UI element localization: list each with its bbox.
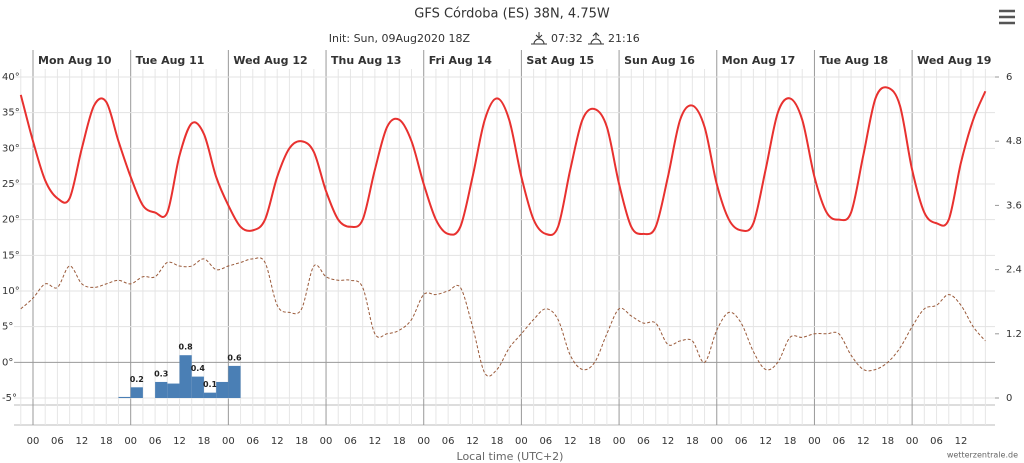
precip-bar <box>130 387 143 398</box>
y-tick-label: 10° <box>2 286 20 297</box>
x-tick-label: 12 <box>662 436 675 447</box>
precip-bar <box>167 383 180 398</box>
precip-bar <box>228 365 241 398</box>
x-tick-label: 06 <box>51 436 64 447</box>
x-tick-label: 18 <box>491 436 504 447</box>
chart-subtitle: Init: Sun, 09Aug2020 18Z <box>329 32 471 45</box>
y-tick-label: 15° <box>2 250 20 261</box>
precip-bar <box>191 376 204 398</box>
x-tick-label: 00 <box>320 436 333 447</box>
x-tick-label: 12 <box>466 436 479 447</box>
x-tick-label: 06 <box>930 436 943 447</box>
x-tick-label: 12 <box>955 436 968 447</box>
x-tick-label: 06 <box>442 436 455 447</box>
y2-tick-label: 2.4 <box>1006 265 1022 276</box>
y-tick-label: -5° <box>2 393 17 404</box>
day-label: Tue Aug 18 <box>819 54 888 67</box>
series-line <box>20 257 986 377</box>
day-label: Sun Aug 16 <box>624 54 695 67</box>
x-tick-label: 06 <box>637 436 650 447</box>
precip-bar <box>155 381 168 398</box>
x-tick-label: 00 <box>124 436 137 447</box>
x-tick-label: 12 <box>857 436 870 447</box>
x-tick-label: 18 <box>881 436 894 447</box>
y2-tick-label: 1.2 <box>1006 329 1022 340</box>
y-tick-label: 5° <box>2 322 13 333</box>
sunset-icon <box>588 32 604 45</box>
x-tick-label: 00 <box>417 436 430 447</box>
y-tick-label: 35° <box>2 108 20 119</box>
x-tick-label: 12 <box>564 436 577 447</box>
x-tick-label: 18 <box>100 436 113 447</box>
x-tick-label: 06 <box>832 436 845 447</box>
day-label: Mon Aug 10 <box>38 54 112 67</box>
credit: wetterzentrale.de <box>947 451 1018 460</box>
x-tick-label: 18 <box>295 436 308 447</box>
y2-tick-label: 4.8 <box>1006 136 1022 147</box>
x-tick-label: 00 <box>906 436 919 447</box>
y-tick-label: 20° <box>2 215 20 226</box>
x-tick-label: 12 <box>75 436 88 447</box>
day-label: Fri Aug 14 <box>429 54 493 67</box>
x-tick-label: 12 <box>173 436 186 447</box>
bar-label: 0.6 <box>227 353 242 362</box>
bar-label: 0.8 <box>179 343 194 352</box>
x-tick-label: 12 <box>759 436 772 447</box>
x-tick-label: 00 <box>27 436 40 447</box>
x-tick-label: 06 <box>246 436 259 447</box>
x-tick-label: 06 <box>735 436 748 447</box>
x-tick-label: 18 <box>198 436 211 447</box>
x-tick-label: 00 <box>710 436 723 447</box>
x-tick-label: 18 <box>686 436 699 447</box>
day-label: Wed Aug 12 <box>233 54 307 67</box>
y-tick-label: 40° <box>2 72 20 83</box>
series-line <box>19 86 987 237</box>
bar-label: 0.2 <box>130 375 144 384</box>
y2-tick-label: 3.6 <box>1006 200 1022 211</box>
y-tick-label: 25° <box>2 179 20 190</box>
x-tick-label: 12 <box>271 436 284 447</box>
chart-title: GFS Córdoba (ES) 38N, 4.75W <box>414 7 610 22</box>
y2-tick-label: 0 <box>1006 393 1012 404</box>
x-tick-label: 00 <box>808 436 821 447</box>
day-label: Wed Aug 19 <box>917 54 991 67</box>
y2-tick-label: 6 <box>1006 72 1012 83</box>
day-label: Sat Aug 15 <box>526 54 594 67</box>
precip-bar <box>118 396 131 398</box>
y-tick-label: 30° <box>2 143 20 154</box>
x-tick-label: 06 <box>539 436 552 447</box>
x-tick-label: 06 <box>149 436 162 447</box>
sunrise-time: 07:32 <box>551 32 583 45</box>
x-tick-label: 00 <box>515 436 528 447</box>
x-tick-label: 00 <box>613 436 626 447</box>
x-tick-label: 18 <box>588 436 601 447</box>
x-tick-label: 18 <box>784 436 797 447</box>
day-label: Mon Aug 17 <box>722 54 796 67</box>
x-axis-label: Local time (UTC+2) <box>457 450 564 463</box>
precip-bar <box>203 392 217 398</box>
bar-label: 0.3 <box>154 369 168 378</box>
day-label: Thu Aug 13 <box>331 54 401 67</box>
precip-bar <box>179 355 192 398</box>
bar-label: 0.4 <box>191 364 206 373</box>
menu-button[interactable] <box>999 9 1015 25</box>
sunset-time: 21:16 <box>608 32 640 45</box>
x-tick-label: 00 <box>222 436 235 447</box>
x-tick-label: 12 <box>369 436 382 447</box>
bar-label: 0.1 <box>203 380 218 389</box>
x-tick-label: 06 <box>344 436 357 447</box>
y-tick-label: 0° <box>2 357 13 368</box>
sunrise-icon <box>531 32 547 45</box>
precip-bar <box>216 381 229 398</box>
x-tick-label: 18 <box>393 436 406 447</box>
day-label: Tue Aug 11 <box>136 54 205 67</box>
